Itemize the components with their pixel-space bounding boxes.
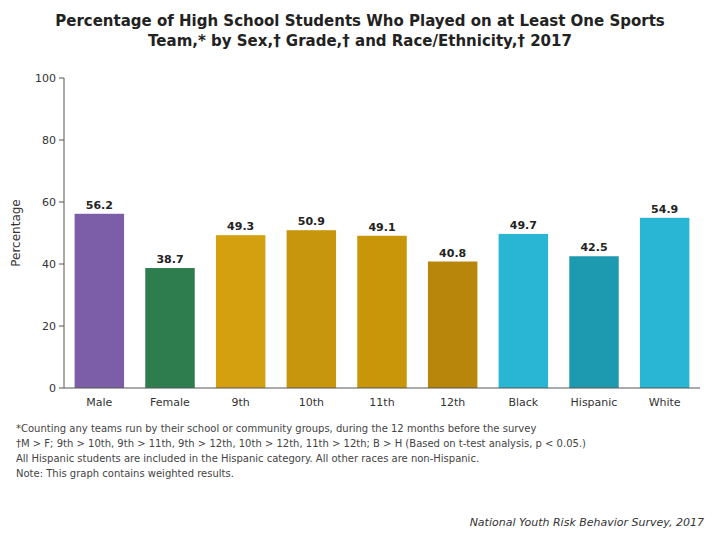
y-tick-label: 40: [42, 258, 56, 271]
x-tick-label: White: [649, 396, 681, 409]
footnote: *Counting any teams run by their school …: [16, 423, 536, 434]
y-tick: [59, 326, 64, 327]
y-tick: [59, 388, 64, 389]
footnote: All Hispanic students are included in th…: [16, 453, 479, 464]
data-label: 54.9: [651, 203, 678, 216]
x-tick-label: Male: [86, 396, 112, 409]
x-tick-label: 9th: [232, 396, 250, 409]
x-tick-label: Black: [508, 396, 538, 409]
data-label: 42.5: [580, 241, 607, 254]
bar: [287, 230, 336, 388]
bar: [216, 235, 265, 388]
x-tick-label: Female: [150, 396, 190, 409]
data-labels: 56.2 38.7 49.3 50.9 49.1 40.8 49.7 42.5 54.9: [86, 199, 678, 266]
title-line: Percentage of High School Students Who P…: [55, 12, 665, 30]
y-tick-label: 20: [42, 320, 56, 333]
data-label: 49.1: [368, 221, 395, 234]
x-tick-label: 11th: [369, 396, 394, 409]
bar: [357, 236, 406, 388]
data-label: 38.7: [156, 253, 183, 266]
y-tick: [59, 202, 64, 203]
y-axis-line: [64, 78, 65, 388]
x-tick-label: Hispanic: [571, 396, 618, 409]
bar: [145, 268, 194, 388]
y-tick: [59, 264, 64, 265]
title-line: Team,* by Sex,† Grade,† and Race/Ethnici…: [148, 32, 572, 50]
x-tick-label: 12th: [440, 396, 465, 409]
y-axis-label: Percentage: [9, 199, 23, 267]
y-tick: [59, 140, 64, 141]
bars: [75, 214, 690, 388]
y-tick-label: 100: [35, 72, 56, 85]
chart: Percentage of High School Students Who P…: [0, 0, 720, 540]
data-label: 49.3: [227, 220, 254, 233]
footnote: †M > F; 9th > 10th, 9th > 11th, 9th > 12…: [16, 438, 586, 449]
y-tick-label: 80: [42, 134, 56, 147]
data-label: 40.8: [439, 247, 466, 260]
title: Percentage of High School Students Who P…: [55, 12, 665, 50]
bar: [569, 256, 618, 388]
x-tick-label: 10th: [299, 396, 324, 409]
bar: [640, 218, 689, 388]
x-axis-line: [64, 388, 700, 389]
y-tick-label: 0: [49, 382, 56, 395]
bar: [499, 234, 548, 388]
source: National Youth Risk Behavior Survey, 201…: [470, 516, 704, 529]
data-label: 56.2: [86, 199, 113, 212]
data-label: 49.7: [510, 219, 537, 232]
data-label: 50.9: [298, 215, 325, 228]
y-tick-label: 60: [42, 196, 56, 209]
footnote: Note: This graph contains weighted resul…: [16, 468, 234, 479]
bar: [75, 214, 124, 388]
bar: [428, 262, 477, 388]
y-tick: [59, 78, 64, 79]
